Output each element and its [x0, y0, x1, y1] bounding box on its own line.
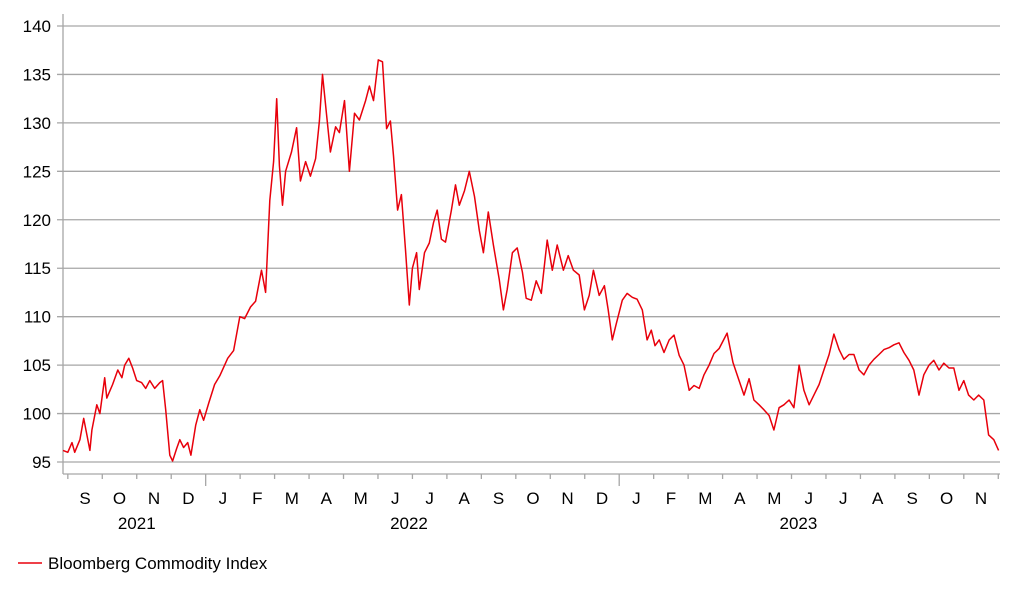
y-tick-label: 130 [23, 114, 51, 133]
month-label: J [804, 489, 813, 508]
month-label: M [354, 489, 368, 508]
month-label: S [906, 489, 917, 508]
y-tick-label: 120 [23, 211, 51, 230]
month-label: O [113, 489, 126, 508]
month-label: M [285, 489, 299, 508]
month-label: D [182, 489, 194, 508]
legend-label: Bloomberg Commodity Index [48, 554, 268, 573]
month-label: A [734, 489, 746, 508]
month-label: N [148, 489, 160, 508]
y-tick-label: 140 [23, 17, 51, 36]
month-label: M [698, 489, 712, 508]
y-axis: 95 100 105 110 115 120 125 130 135 140 [23, 14, 64, 474]
gridlines [57, 25, 1000, 463]
month-label: O [526, 489, 539, 508]
y-tick-label: 95 [32, 453, 51, 472]
month-label: S [493, 489, 504, 508]
y-tick-label: 125 [23, 162, 51, 181]
y-tick-label: 100 [23, 405, 51, 424]
y-tick-label: 135 [23, 65, 51, 84]
month-label: N [975, 489, 987, 508]
month-label: F [666, 489, 676, 508]
year-label: 2022 [390, 514, 428, 533]
y-tick-label: 105 [23, 356, 51, 375]
month-label: N [561, 489, 573, 508]
month-label: F [252, 489, 262, 508]
series-line [62, 59, 1000, 462]
month-label: J [219, 489, 228, 508]
month-label: D [596, 489, 608, 508]
month-label: M [767, 489, 781, 508]
year-label: 2023 [779, 514, 817, 533]
month-label: A [321, 489, 333, 508]
month-label: J [425, 489, 434, 508]
series-layer [62, 59, 1000, 462]
y-tick-label: 110 [24, 308, 51, 327]
legend: Bloomberg Commodity Index [18, 554, 268, 573]
year-label: 2021 [118, 514, 156, 533]
month-label: J [391, 489, 400, 508]
month-label: J [632, 489, 641, 508]
month-label: A [458, 489, 470, 508]
month-label: J [839, 489, 848, 508]
month-label: O [940, 489, 953, 508]
y-tick-label: 115 [24, 259, 51, 278]
month-label: S [79, 489, 90, 508]
x-axis: S O N D J F M A M J J A S O N D J F M A M J J A S O N 2021 2022 2023 [63, 473, 1000, 533]
month-label: A [872, 489, 884, 508]
